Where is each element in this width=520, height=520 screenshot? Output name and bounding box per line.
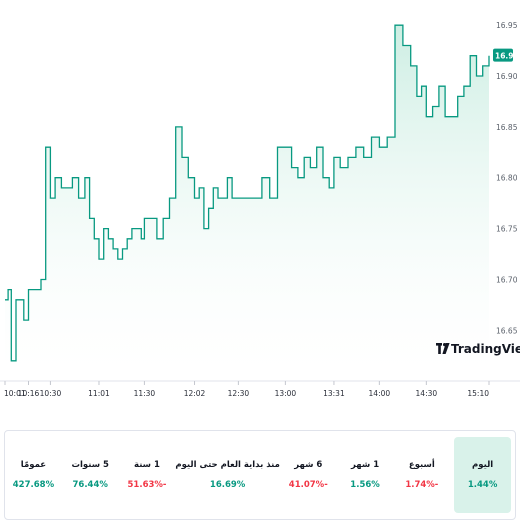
performance-label: 1 شهر [350, 460, 380, 470]
performance-value: 16.69% [209, 480, 246, 490]
y-tick-label: 16.95 [496, 21, 518, 30]
performance-label: منذ بداية العام حتى اليوم [175, 460, 280, 470]
price-line-path [5, 24, 490, 362]
x-tick-label: 14:30 [416, 389, 438, 398]
y-axis: 16.95 16.90 16.85 16.80 16.75 16.70 16.65 [496, 21, 518, 335]
performance-item[interactable]: 1 سنة 51.63%- [119, 431, 176, 519]
x-tick-label: 13:31 [323, 389, 345, 398]
x-tick-label: 12:30 [228, 389, 250, 398]
performance-label: 5 سنوات [71, 460, 109, 470]
area-path [5, 25, 489, 371]
x-tick-label: 11:01 [88, 389, 110, 398]
x-tick-label: 15:10 [467, 389, 489, 398]
last-price-tag-text: 16.92 [495, 52, 519, 61]
performance-label: 6 شهر [294, 460, 323, 470]
performance-value: 1.44% [467, 480, 498, 490]
x-tick-label: 10:01 [4, 389, 26, 398]
performance-item[interactable]: 1 شهر 1.56% [337, 431, 394, 519]
x-tick-label: 14:00 [369, 389, 391, 398]
tradingview-logo[interactable]: TradingView [436, 342, 520, 356]
performance-value: 51.63%- [127, 480, 167, 490]
performance-label: عمومًا [20, 460, 47, 470]
last-price-tag-bg [493, 48, 513, 62]
performance-item[interactable]: 6 شهر 41.07%- [280, 431, 337, 519]
performance-item[interactable]: 5 سنوات 76.44% [62, 431, 119, 519]
y-tick-label: 16.85 [496, 123, 518, 132]
y-tick-label: 16.65 [496, 326, 518, 335]
x-tick-label: 11:30 [134, 389, 156, 398]
performance-value: 427.68% [12, 480, 55, 490]
performance-value: 41.07%- [288, 480, 328, 490]
tradingview-logo-icon [436, 343, 450, 354]
area-fill [5, 25, 489, 371]
x-tick-label: 10:16 [18, 389, 40, 398]
performance-value: 1.56% [350, 480, 380, 490]
performance-value: 1.74%- [405, 480, 439, 490]
x-tick-label: 12:02 [184, 389, 206, 398]
y-tick-label: 16.80 [496, 174, 518, 183]
performance-item[interactable]: اليوم 1.44% [454, 437, 511, 513]
y-tick-label: 16.75 [496, 225, 518, 234]
performance-label: أسبوع [408, 460, 435, 470]
x-tick-label: 13:00 [275, 389, 297, 398]
price-line [5, 24, 490, 362]
y-tick-label: 16.70 [496, 275, 518, 284]
performance-value: 76.44% [72, 480, 108, 490]
performance-item[interactable]: منذ بداية العام حتى اليوم 16.69% [175, 431, 280, 519]
performance-bar: اليوم 1.44% أسبوع 1.74%- 1 شهر 1.56% 6 شهر 41.0… [4, 430, 516, 520]
x-tick-label: 10:30 [40, 389, 62, 398]
performance-label: اليوم [472, 460, 494, 470]
performance-item[interactable]: أسبوع 1.74%- [393, 431, 450, 519]
performance-item[interactable]: عمومًا 427.68% [5, 431, 62, 519]
performance-label: 1 سنة [134, 460, 160, 470]
y-tick-label: 16.90 [496, 72, 518, 81]
tradingview-logo-text: TradingView [451, 342, 520, 356]
last-price-tag: 16.92 [493, 48, 519, 62]
price-chart[interactable]: 16.95 16.90 16.85 16.80 16.75 16.70 16.65 10:0… [0, 0, 520, 420]
